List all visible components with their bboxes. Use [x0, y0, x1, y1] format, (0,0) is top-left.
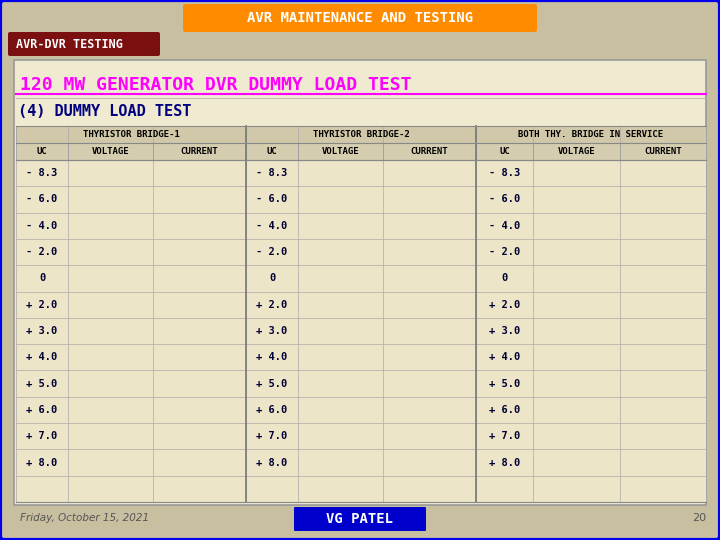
- Text: AVR MAINTENANCE AND TESTING: AVR MAINTENANCE AND TESTING: [247, 11, 473, 25]
- Bar: [246, 126, 476, 143]
- Bar: [16, 239, 706, 265]
- Text: - 2.0: - 2.0: [27, 247, 58, 257]
- Text: + 3.0: + 3.0: [27, 326, 58, 336]
- Text: + 3.0: + 3.0: [256, 326, 287, 336]
- Bar: [16, 160, 706, 186]
- Bar: [16, 370, 706, 397]
- Bar: [298, 143, 383, 160]
- Bar: [14, 60, 706, 505]
- Bar: [533, 143, 620, 160]
- Bar: [16, 476, 706, 502]
- Text: CURRENT: CURRENT: [410, 147, 449, 156]
- Text: + 4.0: + 4.0: [27, 352, 58, 362]
- Text: VG PATEL: VG PATEL: [326, 512, 394, 526]
- Text: + 7.0: + 7.0: [256, 431, 287, 441]
- Text: AVR-DVR TESTING: AVR-DVR TESTING: [16, 37, 123, 51]
- Text: - 4.0: - 4.0: [489, 221, 520, 231]
- Text: VOLTAGE: VOLTAGE: [91, 147, 130, 156]
- Bar: [16, 344, 706, 370]
- Text: - 6.0: - 6.0: [489, 194, 520, 205]
- Bar: [16, 186, 706, 213]
- Text: - 4.0: - 4.0: [256, 221, 287, 231]
- Text: - 6.0: - 6.0: [256, 194, 287, 205]
- Bar: [16, 423, 706, 449]
- Bar: [476, 126, 706, 143]
- Text: + 7.0: + 7.0: [27, 431, 58, 441]
- Text: + 7.0: + 7.0: [489, 431, 520, 441]
- Text: - 8.3: - 8.3: [256, 168, 287, 178]
- Text: - 2.0: - 2.0: [256, 247, 287, 257]
- Text: 0: 0: [269, 273, 275, 284]
- Bar: [16, 449, 706, 476]
- FancyBboxPatch shape: [294, 507, 426, 531]
- Text: - 4.0: - 4.0: [27, 221, 58, 231]
- Text: 0: 0: [39, 273, 45, 284]
- Text: - 8.3: - 8.3: [27, 168, 58, 178]
- Text: + 4.0: + 4.0: [256, 352, 287, 362]
- Bar: [68, 143, 153, 160]
- Bar: [620, 143, 706, 160]
- Text: THYRISTOR BRIDGE-1: THYRISTOR BRIDGE-1: [83, 130, 179, 139]
- Text: - 2.0: - 2.0: [489, 247, 520, 257]
- Text: UC: UC: [266, 147, 277, 156]
- Text: + 2.0: + 2.0: [256, 300, 287, 310]
- Bar: [16, 265, 706, 292]
- Text: + 2.0: + 2.0: [489, 300, 520, 310]
- Text: + 5.0: + 5.0: [489, 379, 520, 389]
- Bar: [476, 143, 533, 160]
- Text: VOLTAGE: VOLTAGE: [322, 147, 359, 156]
- Text: UC: UC: [499, 147, 510, 156]
- Text: + 2.0: + 2.0: [27, 300, 58, 310]
- Text: - 8.3: - 8.3: [489, 168, 520, 178]
- FancyBboxPatch shape: [183, 4, 537, 32]
- Text: + 5.0: + 5.0: [27, 379, 58, 389]
- Text: 20: 20: [692, 513, 706, 523]
- Bar: [246, 143, 298, 160]
- Text: + 8.0: + 8.0: [27, 457, 58, 468]
- Text: (4) DUMMY LOAD TEST: (4) DUMMY LOAD TEST: [18, 105, 192, 119]
- Bar: [16, 126, 246, 143]
- Text: + 6.0: + 6.0: [256, 405, 287, 415]
- Bar: [383, 143, 476, 160]
- Text: CURRENT: CURRENT: [181, 147, 218, 156]
- Text: - 6.0: - 6.0: [27, 194, 58, 205]
- Bar: [16, 292, 706, 318]
- Text: + 5.0: + 5.0: [256, 379, 287, 389]
- Text: + 6.0: + 6.0: [489, 405, 520, 415]
- Text: 120 MW GENERATOR DVR DUMMY LOAD TEST: 120 MW GENERATOR DVR DUMMY LOAD TEST: [20, 76, 412, 94]
- Text: + 8.0: + 8.0: [489, 457, 520, 468]
- Text: + 3.0: + 3.0: [489, 326, 520, 336]
- Bar: [16, 213, 706, 239]
- Bar: [16, 318, 706, 344]
- Text: BOTH THY. BRIDGE IN SERVICE: BOTH THY. BRIDGE IN SERVICE: [518, 130, 664, 139]
- Bar: [153, 143, 246, 160]
- Text: Friday, October 15, 2021: Friday, October 15, 2021: [20, 513, 149, 523]
- Bar: [16, 397, 706, 423]
- Text: VOLTAGE: VOLTAGE: [558, 147, 595, 156]
- Text: + 4.0: + 4.0: [489, 352, 520, 362]
- Text: + 8.0: + 8.0: [256, 457, 287, 468]
- Text: + 6.0: + 6.0: [27, 405, 58, 415]
- Text: THYRISTOR BRIDGE-2: THYRISTOR BRIDGE-2: [312, 130, 410, 139]
- Text: UC: UC: [37, 147, 48, 156]
- Text: CURRENT: CURRENT: [644, 147, 682, 156]
- Bar: [16, 143, 68, 160]
- Text: 0: 0: [501, 273, 508, 284]
- FancyBboxPatch shape: [8, 32, 160, 56]
